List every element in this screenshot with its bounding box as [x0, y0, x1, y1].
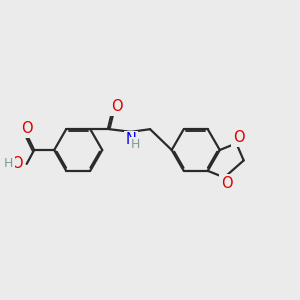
- Text: H: H: [131, 138, 140, 151]
- Text: O: O: [21, 121, 32, 136]
- Text: O: O: [111, 99, 122, 114]
- Text: O: O: [220, 176, 232, 191]
- Text: O: O: [11, 156, 22, 171]
- Text: H: H: [4, 158, 13, 170]
- Text: N: N: [126, 132, 137, 147]
- Text: O: O: [233, 130, 244, 145]
